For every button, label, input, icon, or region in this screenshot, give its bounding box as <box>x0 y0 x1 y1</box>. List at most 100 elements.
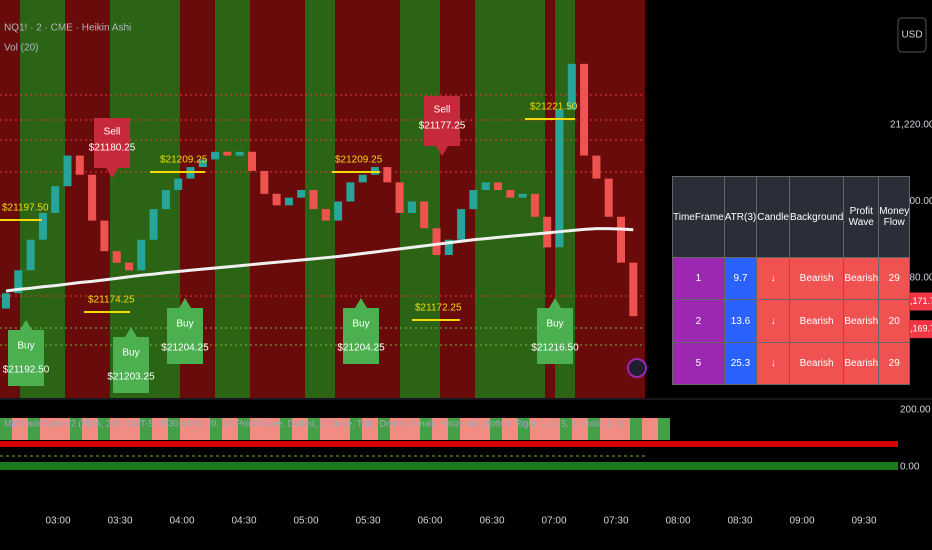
time-label: 04:00 <box>169 516 194 527</box>
price-tag-label: 21,169.75 <box>900 324 932 334</box>
osc-strip-green <box>658 418 670 440</box>
background-band <box>440 0 475 398</box>
osc-strip-green <box>518 418 530 440</box>
table-row: 2 13.6 ↓ Bearish Bearish 20 <box>672 299 911 343</box>
osc-strip-green <box>560 418 572 440</box>
candle <box>432 228 441 256</box>
candle <box>457 209 466 240</box>
price-tag-label: 21,171.75 <box>900 296 932 306</box>
osc-strip-green <box>210 418 222 440</box>
table-cell: 20 <box>878 299 911 343</box>
time-label: 08:00 <box>665 516 690 527</box>
sell-marker <box>424 96 460 156</box>
candle <box>223 151 232 156</box>
candle <box>530 193 539 217</box>
candle <box>346 182 355 202</box>
table-cell: Bearish <box>788 299 845 343</box>
column-header: Money Flow <box>878 175 911 259</box>
table-cell: 29 <box>878 341 911 386</box>
time-label: 09:30 <box>851 516 876 527</box>
osc-strip <box>0 418 670 440</box>
candle <box>358 174 367 183</box>
time-label: 04:30 <box>231 516 256 527</box>
background-band <box>545 0 555 398</box>
table-cell: 1 <box>672 257 725 301</box>
candle <box>88 174 97 221</box>
candle <box>494 182 502 191</box>
candle <box>420 201 429 229</box>
candle <box>407 201 416 213</box>
buy-marker <box>537 298 573 364</box>
osc-title: MMTradeWaveV2 (EMA, 200, GMT-5, 0930-160… <box>4 418 624 428</box>
sell-price: $21177.25 <box>419 121 466 132</box>
candle <box>174 178 183 191</box>
sell-title: Sell <box>104 127 121 138</box>
level-label: $21174.25 <box>88 295 135 306</box>
column-header: Profit Wave <box>843 175 880 259</box>
column-header: ATR(3) <box>723 175 758 259</box>
level-label: $21197.50 <box>2 203 49 214</box>
background-band <box>400 0 440 398</box>
osc-strip-green <box>420 418 432 440</box>
osc-strip-green <box>630 418 642 440</box>
time-label: 05:30 <box>355 516 380 527</box>
candle <box>567 63 576 110</box>
time-label: 03:30 <box>107 516 132 527</box>
table-cell: 5 <box>672 341 725 386</box>
buy-marker <box>167 298 203 364</box>
buy-price: $21204.25 <box>161 343 209 354</box>
level-label: $21209.25 <box>335 155 383 166</box>
buy-marker <box>343 298 379 364</box>
candle <box>371 167 379 175</box>
osc-strip-green <box>308 418 320 440</box>
osc-strip-green <box>0 418 12 440</box>
table-header: TimeFrame ATR(3) Candle Background Profit Wa… <box>672 175 911 259</box>
osc-strip-green <box>98 418 110 440</box>
price-tick-label: 21,200.00 <box>890 196 932 207</box>
time-label: 03:00 <box>45 516 70 527</box>
candle <box>580 63 589 156</box>
time-label: 09:00 <box>789 516 814 527</box>
time-label: 08:30 <box>727 516 752 527</box>
level-label: $21209.25 <box>160 155 208 166</box>
osc-strip-green <box>280 418 292 440</box>
osc-tick-label: 0.00 <box>900 462 920 473</box>
candle <box>592 155 601 179</box>
candle <box>248 151 256 171</box>
time-label: 06:00 <box>417 516 442 527</box>
table-cell: 9.7 <box>723 257 758 301</box>
osc-strip-green <box>588 418 600 440</box>
ema-line <box>5 227 634 293</box>
currency-box[interactable] <box>897 17 927 53</box>
candle <box>26 239 35 271</box>
candle <box>481 182 490 191</box>
candle <box>297 190 306 198</box>
osc-strip-green <box>350 418 362 440</box>
table-cell: 13.6 <box>723 299 758 343</box>
candle <box>14 270 23 294</box>
candle <box>284 197 293 206</box>
buy-title: Buy <box>122 348 139 359</box>
sell-marker <box>94 118 130 178</box>
time-label: 05:00 <box>293 516 318 527</box>
candle <box>444 239 453 256</box>
table-row: 5 25.3 ↓ Bearish Bearish 29 <box>672 341 911 386</box>
candle <box>383 167 392 183</box>
osc-band-red <box>0 441 898 447</box>
candle <box>321 209 330 221</box>
osc-strip-green <box>70 418 82 440</box>
sell-title: Sell <box>434 105 451 116</box>
table-cell: ↓ <box>756 257 790 301</box>
candle <box>604 178 613 217</box>
buy-title: Buy <box>176 319 193 330</box>
osc-strip-green <box>140 418 152 440</box>
buy-price: $21216.50 <box>531 343 579 354</box>
candle <box>629 262 638 317</box>
time-label: 06:30 <box>479 516 504 527</box>
candle <box>518 193 527 198</box>
buy-marker <box>8 320 44 386</box>
buy-title: Buy <box>17 341 34 352</box>
osc-strip-green <box>168 418 180 440</box>
candle <box>469 190 478 210</box>
